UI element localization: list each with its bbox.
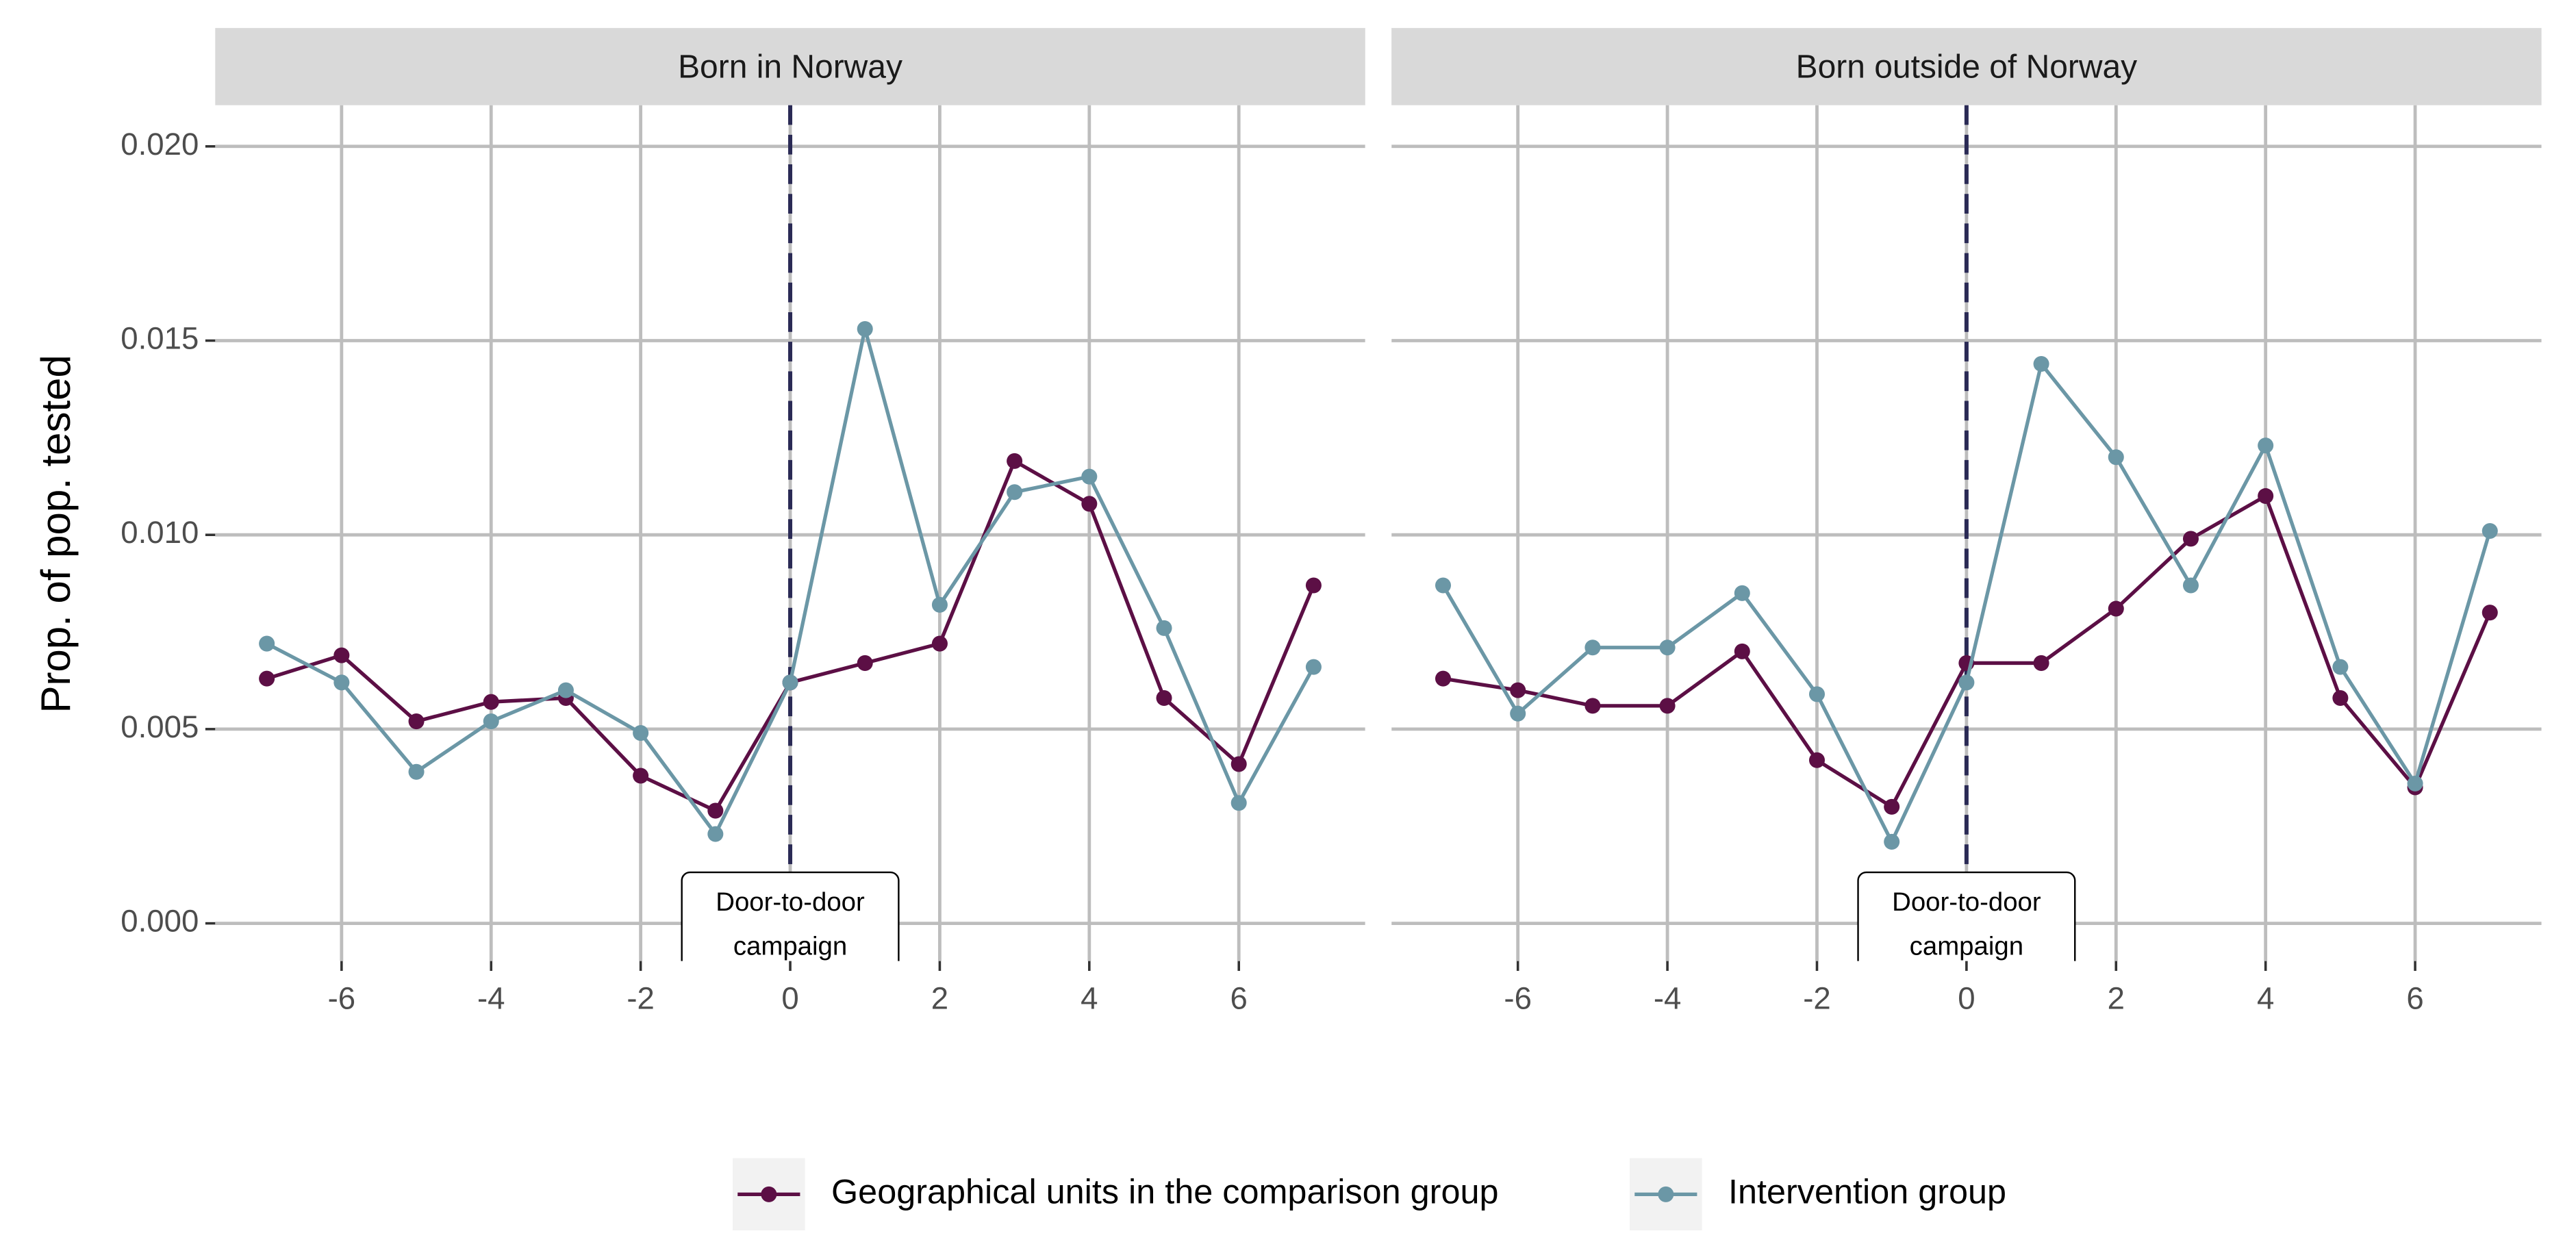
data-point — [633, 725, 649, 742]
data-point — [857, 320, 873, 337]
legend-label: Intervention group — [1728, 1172, 2006, 1211]
data-point — [259, 635, 275, 652]
data-point — [931, 596, 948, 613]
data-point — [333, 674, 350, 691]
data-point — [1884, 798, 1900, 815]
y-tick-label: 0.015 — [121, 321, 199, 356]
data-point — [1081, 496, 1098, 512]
data-point — [2332, 659, 2349, 675]
annotation-box — [1857, 871, 2076, 961]
data-point — [633, 768, 649, 784]
data-point — [2033, 356, 2049, 372]
data-point — [2407, 775, 2423, 791]
y-tick-label: 0.000 — [121, 904, 199, 939]
data-point — [707, 826, 724, 842]
data-point — [2332, 689, 2349, 707]
data-point — [408, 763, 425, 780]
x-tick-label: -6 — [1504, 980, 1532, 1015]
data-point — [408, 713, 425, 730]
x-tick-label: -4 — [1654, 980, 1682, 1015]
data-point — [707, 802, 724, 819]
data-point — [2108, 600, 2124, 617]
data-point — [1156, 620, 1172, 636]
data-point — [1734, 643, 1750, 659]
x-tick-label: 6 — [2406, 980, 2423, 1015]
data-point — [1305, 577, 1322, 594]
data-point — [1230, 795, 1247, 811]
panel: Door-to-door campaign — [1391, 105, 2542, 961]
data-point — [1808, 686, 1826, 702]
y-tick-label: 0.010 — [121, 515, 199, 550]
strip — [215, 27, 1365, 105]
x-tick-label: 6 — [1230, 980, 1248, 1015]
x-tick-label: 0 — [781, 980, 798, 1015]
annotation-text: Door-to-door — [716, 887, 865, 917]
data-point — [1958, 674, 1975, 691]
data-point — [483, 713, 499, 730]
data-point — [2182, 577, 2199, 594]
data-point — [557, 682, 574, 698]
data-point — [1305, 659, 1322, 675]
data-point — [1435, 670, 1452, 687]
data-point — [931, 635, 948, 652]
data-point — [1510, 705, 1526, 722]
data-point — [1435, 577, 1452, 594]
data-point — [2482, 605, 2498, 621]
data-point — [1584, 639, 1601, 656]
y-axis-label: Prop. of pop. tested — [33, 355, 79, 713]
data-point — [1884, 833, 1900, 850]
data-point — [2108, 449, 2124, 466]
data-point — [1808, 752, 1826, 768]
data-point — [1659, 698, 1676, 714]
strip — [1391, 27, 2542, 105]
x-tick-label: 4 — [2257, 980, 2274, 1015]
x-tick-label: -2 — [627, 980, 655, 1015]
data-point — [2258, 487, 2274, 504]
data-point — [483, 694, 499, 710]
x-tick-label: -4 — [477, 980, 505, 1015]
annotation-text: campaign — [733, 932, 847, 961]
data-point — [1007, 484, 1023, 500]
x-tick-label: 0 — [1958, 980, 1975, 1015]
data-point — [857, 655, 873, 671]
data-point — [2182, 531, 2199, 547]
annotation-text: campaign — [1910, 932, 2023, 961]
y-tick-label: 0.020 — [121, 127, 199, 162]
x-tick-label: 2 — [931, 980, 948, 1015]
data-point — [782, 674, 798, 691]
legend-key-point — [761, 1186, 777, 1202]
legend-key-point — [1658, 1186, 1674, 1202]
data-point — [1734, 585, 1750, 601]
data-point — [333, 647, 350, 663]
panel: Door-to-door campaign — [215, 105, 1365, 961]
x-tick-label: 4 — [1081, 980, 1098, 1015]
data-point — [1584, 698, 1601, 714]
legend-label: Geographical units in the comparison gro… — [831, 1172, 1498, 1211]
data-point — [259, 670, 275, 687]
data-point — [1007, 453, 1023, 469]
data-point — [1156, 689, 1172, 707]
data-point — [2258, 438, 2274, 454]
data-point — [1510, 682, 1526, 698]
strip-title: Born in Norway — [678, 49, 902, 86]
data-point — [1659, 639, 1676, 656]
data-point — [1230, 756, 1247, 772]
x-tick-label: 2 — [2108, 980, 2125, 1015]
y-tick-label: 0.005 — [121, 709, 199, 744]
strip-title: Born outside of Norway — [1796, 49, 2138, 86]
x-tick-label: -2 — [1803, 980, 1831, 1015]
annotation-box — [681, 871, 900, 961]
annotation-text: Door-to-door — [1892, 887, 2041, 917]
x-tick-label: -6 — [328, 980, 356, 1015]
data-point — [2482, 523, 2498, 540]
data-point — [2033, 655, 2049, 671]
data-point — [1081, 468, 1098, 485]
